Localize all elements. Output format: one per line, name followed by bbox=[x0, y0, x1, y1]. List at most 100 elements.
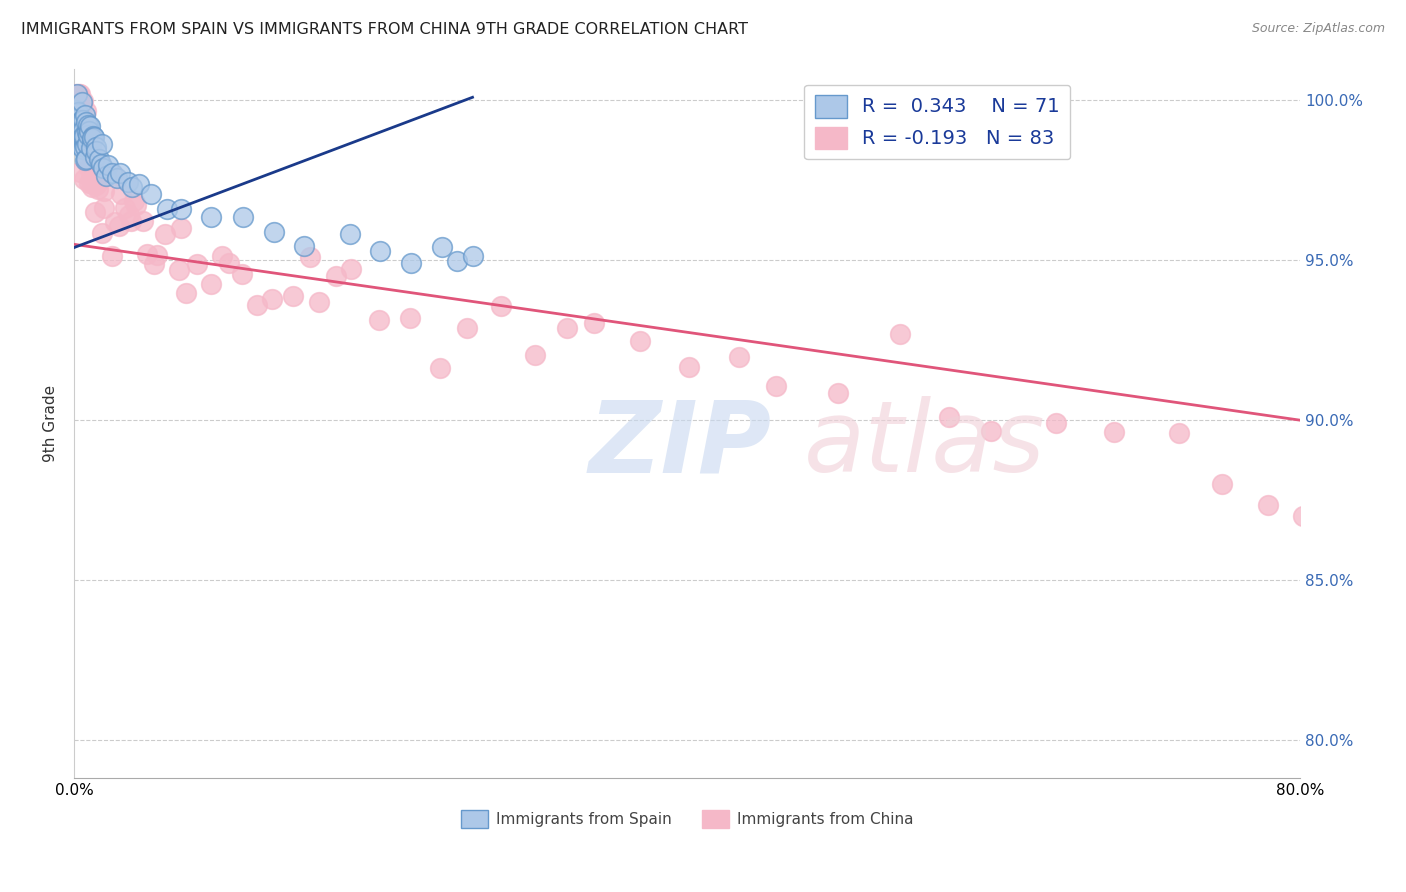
Point bbox=[97, 158, 120, 172]
Point bbox=[1211, 477, 1233, 491]
Point bbox=[308, 295, 330, 310]
Point bbox=[170, 221, 193, 235]
Point bbox=[456, 321, 478, 335]
Point bbox=[231, 267, 253, 281]
Point bbox=[73, 138, 96, 153]
Point bbox=[186, 257, 208, 271]
Text: ZIP: ZIP bbox=[589, 396, 772, 493]
Point bbox=[76, 125, 98, 139]
Point bbox=[70, 123, 93, 137]
Point bbox=[1045, 416, 1067, 430]
Point bbox=[72, 94, 94, 108]
Point bbox=[66, 87, 89, 101]
Point bbox=[430, 240, 453, 254]
Point bbox=[84, 145, 107, 159]
Point bbox=[82, 180, 104, 194]
Point bbox=[90, 137, 112, 152]
Point bbox=[1168, 425, 1191, 440]
Point bbox=[104, 215, 127, 229]
Point bbox=[75, 136, 97, 151]
Point bbox=[1102, 425, 1125, 440]
Point bbox=[67, 116, 90, 130]
Point bbox=[66, 116, 89, 130]
Point bbox=[66, 101, 89, 115]
Point bbox=[67, 137, 90, 152]
Point bbox=[75, 139, 97, 153]
Point bbox=[107, 219, 129, 234]
Point bbox=[75, 152, 97, 166]
Point bbox=[79, 160, 101, 174]
Point bbox=[299, 250, 322, 264]
Point bbox=[89, 167, 111, 181]
Point bbox=[77, 161, 100, 176]
Point bbox=[75, 104, 97, 119]
Point bbox=[211, 248, 233, 262]
Point bbox=[70, 95, 93, 109]
Point bbox=[90, 157, 112, 171]
Point bbox=[87, 152, 110, 166]
Point bbox=[72, 123, 94, 137]
Point bbox=[628, 334, 651, 348]
Point bbox=[73, 172, 96, 186]
Point bbox=[65, 112, 87, 126]
Point bbox=[69, 87, 91, 101]
Point bbox=[153, 227, 176, 241]
Point bbox=[76, 137, 98, 152]
Point bbox=[72, 112, 94, 127]
Point bbox=[889, 326, 911, 341]
Point bbox=[125, 198, 148, 212]
Point bbox=[84, 139, 107, 153]
Point bbox=[200, 211, 222, 225]
Point bbox=[101, 249, 124, 263]
Text: IMMIGRANTS FROM SPAIN VS IMMIGRANTS FROM CHINA 9TH GRADE CORRELATION CHART: IMMIGRANTS FROM SPAIN VS IMMIGRANTS FROM… bbox=[21, 22, 748, 37]
Point bbox=[89, 174, 111, 188]
Point bbox=[1319, 482, 1341, 496]
Point bbox=[73, 153, 96, 167]
Point bbox=[281, 289, 304, 303]
Point bbox=[84, 178, 107, 192]
Point bbox=[103, 168, 125, 182]
Point bbox=[69, 131, 91, 145]
Point bbox=[135, 247, 157, 261]
Point bbox=[463, 249, 485, 263]
Point bbox=[232, 210, 254, 224]
Point bbox=[169, 262, 191, 277]
Point bbox=[70, 119, 93, 133]
Point bbox=[121, 179, 143, 194]
Point bbox=[76, 155, 98, 169]
Point bbox=[101, 166, 124, 180]
Point bbox=[91, 161, 114, 176]
Point bbox=[429, 360, 451, 375]
Point bbox=[72, 132, 94, 146]
Point bbox=[77, 177, 100, 191]
Point bbox=[89, 169, 111, 183]
Point bbox=[398, 311, 420, 326]
Text: atlas: atlas bbox=[803, 396, 1045, 493]
Point bbox=[70, 112, 93, 127]
Point bbox=[728, 350, 751, 364]
Point bbox=[339, 227, 361, 241]
Point bbox=[110, 187, 132, 202]
Point bbox=[93, 184, 115, 198]
Point bbox=[765, 379, 787, 393]
Point bbox=[69, 115, 91, 129]
Point bbox=[77, 124, 100, 138]
Point bbox=[246, 298, 269, 312]
Point bbox=[69, 87, 91, 101]
Point bbox=[827, 385, 849, 400]
Point bbox=[446, 253, 468, 268]
Point bbox=[122, 194, 145, 208]
Y-axis label: 9th Grade: 9th Grade bbox=[44, 384, 58, 462]
Point bbox=[80, 174, 103, 188]
Point bbox=[155, 202, 177, 216]
Point bbox=[143, 257, 166, 271]
Point bbox=[66, 104, 89, 119]
Point bbox=[146, 247, 169, 261]
Point bbox=[263, 225, 285, 239]
Point bbox=[66, 125, 89, 139]
Point bbox=[66, 112, 89, 126]
Point bbox=[77, 118, 100, 132]
Point bbox=[94, 169, 117, 183]
Point bbox=[69, 132, 91, 146]
Text: Source: ZipAtlas.com: Source: ZipAtlas.com bbox=[1251, 22, 1385, 36]
